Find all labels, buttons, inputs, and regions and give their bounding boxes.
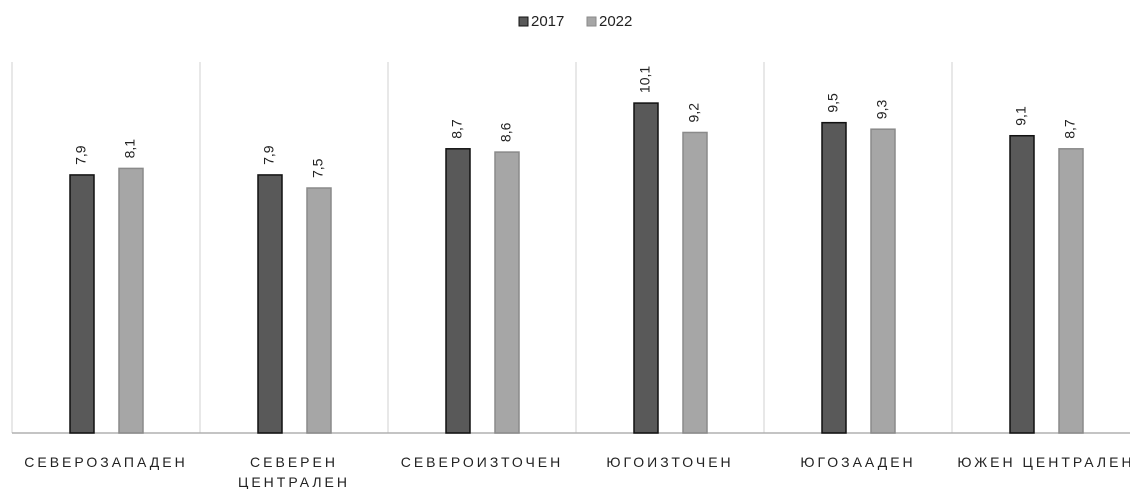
legend-label: 2022: [599, 13, 632, 30]
bar: [494, 151, 520, 434]
bar: [1009, 134, 1035, 434]
x-tick-label: СЕВЕРОЗАПАДЕН: [24, 454, 188, 470]
value-label: 9,1: [1013, 106, 1029, 126]
value-label: 10,1: [637, 66, 653, 93]
x-tick-label: ЮЖЕН ЦЕНТРАЛЕН: [957, 454, 1130, 470]
bar: [682, 131, 708, 434]
value-label: 7,9: [73, 145, 89, 165]
value-label: 7,5: [310, 158, 326, 178]
x-tick-label: СЕВЕРОИЗТОЧЕН: [400, 454, 564, 470]
bar: [633, 102, 659, 434]
bar: [445, 148, 471, 434]
legend-swatch: [586, 16, 597, 27]
value-label: 8,1: [122, 139, 138, 159]
bar: [870, 128, 896, 434]
bar: [118, 167, 144, 434]
bar: [69, 174, 95, 434]
x-tick-label: ЮГОИЗТОЧЕН: [606, 454, 734, 470]
bar: [1058, 148, 1084, 434]
value-label: 9,3: [874, 100, 890, 120]
bar: [821, 121, 847, 434]
bar: [306, 187, 332, 434]
value-label: 9,5: [825, 93, 841, 113]
value-label: 9,2: [686, 103, 702, 123]
x-tick-label: ЮГОЗААДЕН: [800, 454, 916, 470]
bar: [257, 174, 283, 434]
legend-swatch: [518, 16, 529, 27]
x-tick-label: СЕВЕРЕН ЦЕНТРАЛЕН: [237, 454, 351, 489]
value-label: 8,7: [1062, 119, 1078, 139]
legend-label: 2017: [531, 13, 564, 30]
value-label: 7,9: [261, 145, 277, 165]
value-label: 8,6: [498, 122, 514, 142]
value-label: 8,7: [449, 119, 465, 139]
